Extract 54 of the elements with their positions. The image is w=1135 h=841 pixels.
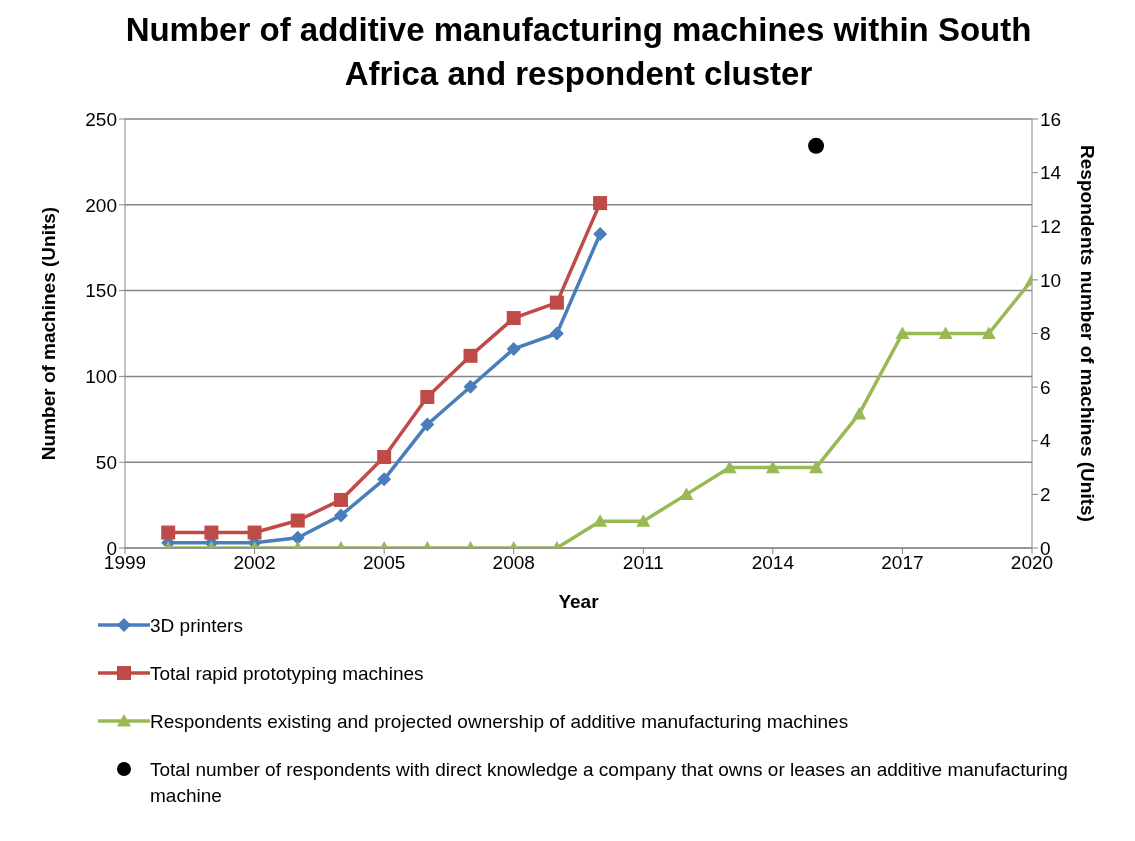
- y-axis-title: Number of machines (Units): [37, 206, 59, 461]
- y-tick-label: 100: [85, 366, 117, 388]
- point: [809, 460, 824, 474]
- y-tick-label: 200: [85, 194, 117, 216]
- legend-label: 3D printers: [150, 614, 243, 638]
- point: [463, 379, 478, 394]
- y2-tick-label: 4: [1040, 430, 1051, 452]
- x-tick-label: 2017: [881, 552, 924, 574]
- point: [161, 525, 176, 540]
- point: [593, 226, 608, 241]
- y2-tick-label: 14: [1040, 162, 1062, 184]
- point: [463, 348, 478, 363]
- point: [722, 460, 737, 474]
- y2-tick-label: 8: [1040, 323, 1051, 345]
- point: [938, 326, 953, 340]
- x-tick-label: 2011: [622, 552, 664, 574]
- x-tick-label: 2002: [233, 552, 276, 574]
- y2-tick-label: 2: [1040, 484, 1051, 506]
- point: [506, 311, 521, 326]
- y-tick-label: 250: [85, 108, 117, 130]
- point: [333, 508, 348, 523]
- point: [852, 406, 867, 420]
- x-axis-title: Year: [558, 591, 600, 612]
- y2-axis-title: Respondents number of machines (Units): [1077, 145, 1099, 522]
- y-tick-label: 150: [85, 280, 117, 302]
- y2-tick-label: 6: [1040, 376, 1051, 398]
- point: [506, 341, 521, 356]
- point: [290, 530, 305, 545]
- point: [290, 513, 305, 528]
- x-tick-label: 2014: [751, 552, 795, 574]
- legend-label: Total number of respondents with direct knowledge a company that owns or leases an additive manufacturing machine: [150, 758, 1069, 808]
- point: [549, 295, 564, 310]
- point: [895, 326, 910, 340]
- point: [420, 417, 435, 432]
- x-tick-label: 2008: [492, 552, 535, 574]
- y2-tick-label: 12: [1040, 215, 1062, 237]
- legend-label: Total rapid prototyping machines: [150, 662, 424, 686]
- point: [679, 487, 694, 500]
- legend-label: Respondents existing and projected ownership of additive manufacturing machines: [150, 710, 849, 734]
- point: [549, 326, 564, 341]
- point: [204, 525, 219, 540]
- point: [377, 472, 392, 487]
- y2-tick-label: 16: [1040, 108, 1062, 130]
- point: [765, 460, 780, 474]
- x-tick-label: 2005: [363, 552, 406, 574]
- y-tick-label: 50: [95, 451, 117, 473]
- point: [333, 492, 348, 507]
- point: [377, 450, 392, 465]
- chart-title: Number of additive manufacturing machines within South Africa and respondent cluster: [125, 10, 1032, 94]
- point: [247, 525, 262, 540]
- point: [420, 389, 435, 404]
- point: [593, 196, 608, 211]
- point: [981, 326, 996, 340]
- y2-tick-label: 10: [1040, 269, 1062, 291]
